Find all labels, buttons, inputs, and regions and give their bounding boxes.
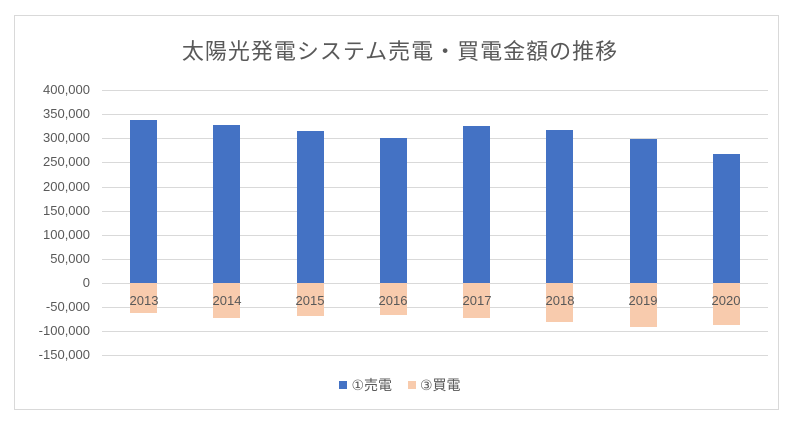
sell-bar-2013 xyxy=(130,120,157,283)
gridline xyxy=(102,211,768,212)
y-tick-label: 0 xyxy=(82,275,90,290)
gridline xyxy=(102,355,768,356)
sell-bar-2017 xyxy=(463,126,490,283)
buy-bar-2019 xyxy=(630,283,657,327)
buy-bar-2020 xyxy=(713,283,740,325)
y-tick-label: 150,000 xyxy=(43,203,90,218)
gridline xyxy=(102,259,768,260)
y-tick-label: -50,000 xyxy=(45,299,90,314)
y-tick-label: 100,000 xyxy=(43,227,90,242)
legend-label: ①売電 xyxy=(351,378,392,394)
gridline xyxy=(102,114,768,115)
x-tick-label: 2015 xyxy=(295,293,325,308)
legend-swatch-icon xyxy=(339,381,348,389)
x-tick-label: 2013 xyxy=(129,293,159,308)
gridline xyxy=(102,331,768,332)
sell-bar-2016 xyxy=(380,138,407,283)
sell-bar-2018 xyxy=(546,130,573,283)
gridline xyxy=(102,138,768,139)
x-tick-label: 2014 xyxy=(212,293,242,308)
y-tick-label: -150,000 xyxy=(38,347,90,362)
y-tick-label: 50,000 xyxy=(50,251,90,266)
buy-bar-2013 xyxy=(130,283,157,313)
gridline xyxy=(102,162,768,163)
y-tick-label: 200,000 xyxy=(43,179,90,194)
x-tick-label: 2016 xyxy=(378,293,408,308)
y-tick-label: 300,000 xyxy=(43,130,90,145)
gridline xyxy=(102,90,768,91)
legend: ①売電 ③買電 xyxy=(0,375,800,395)
buy-bar-2016 xyxy=(380,283,407,315)
buy-bar-2014 xyxy=(213,283,240,318)
sell-bar-2020 xyxy=(713,154,740,283)
legend-item: ③買電 xyxy=(408,375,461,395)
sell-bar-2015 xyxy=(297,131,324,283)
legend-item: ①売電 xyxy=(339,375,392,395)
legend-swatch-icon xyxy=(408,381,416,389)
y-tick-label: 400,000 xyxy=(43,82,90,97)
x-tick-label: 2018 xyxy=(545,293,575,308)
y-tick-label: 350,000 xyxy=(43,106,90,121)
y-tick-label: -100,000 xyxy=(38,323,90,338)
sell-bar-2019 xyxy=(630,139,657,283)
gridline xyxy=(102,283,768,284)
buy-bar-2015 xyxy=(297,283,324,316)
sell-bar-2014 xyxy=(213,125,240,283)
x-tick-label: 2019 xyxy=(628,293,658,308)
chart-title: 太陽光発電システム売電・買電金額の推移 xyxy=(181,40,619,65)
x-tick-label: 2020 xyxy=(711,293,741,308)
buy-bar-2017 xyxy=(463,283,490,318)
y-tick-label: 250,000 xyxy=(43,154,90,169)
legend-label: ③買電 xyxy=(420,378,461,394)
x-tick-label: 2017 xyxy=(462,293,492,308)
gridline xyxy=(102,187,768,188)
buy-bar-2018 xyxy=(546,283,573,322)
gridline xyxy=(102,307,768,308)
gridline xyxy=(102,235,768,236)
